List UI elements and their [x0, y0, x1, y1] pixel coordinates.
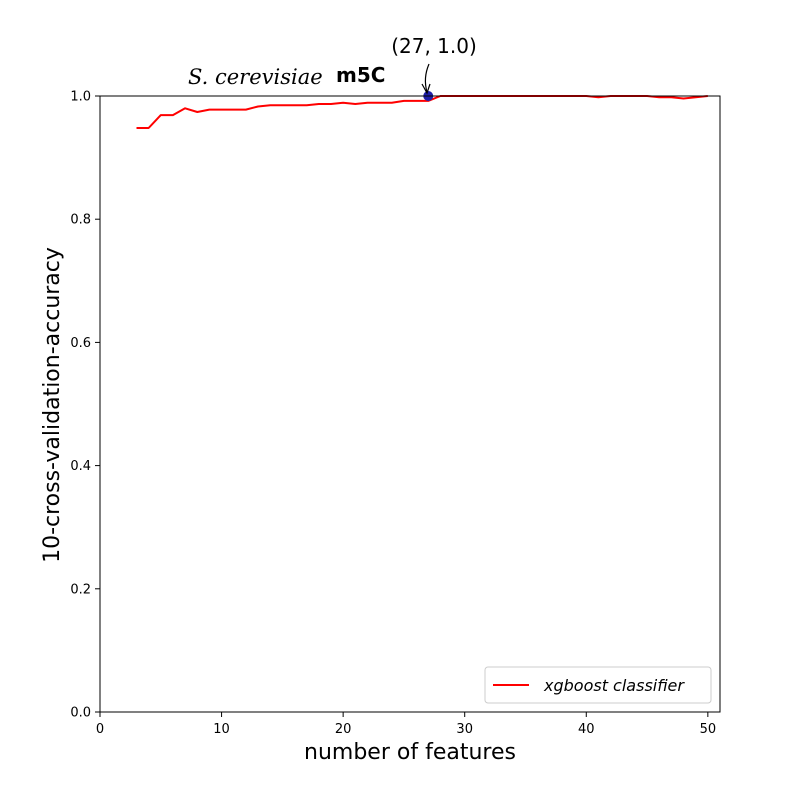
annotation-arrowhead: [421, 83, 431, 95]
y-tick-label: 0.8: [70, 213, 91, 228]
x-axis-label: number of features: [304, 740, 516, 765]
annotation-arrow: [424, 63, 430, 93]
legend: xgboost classifier: [484, 666, 712, 704]
chart-title-species: S. cerevisiae: [188, 65, 323, 89]
y-tick-label: 0.0: [70, 706, 91, 721]
chart-title-modification: m5C: [336, 63, 385, 87]
x-tick-label: 40: [578, 722, 595, 737]
y-tick-label: 0.4: [70, 459, 91, 474]
legend-label: xgboost classifier: [543, 676, 685, 695]
x-tick-label: 50: [700, 722, 717, 737]
x-tick-label: 20: [335, 722, 352, 737]
legend-box: [484, 666, 712, 704]
plot-area: 0 10 20 30 40 50 0.0 0.2 0.4 0.6 0.8 1.0: [70, 90, 721, 737]
y-tick-label: 1.0: [70, 90, 91, 105]
y-tick-label: 0.6: [70, 336, 91, 351]
x-tick-label: 30: [456, 722, 473, 737]
plot-frame: [99, 95, 721, 713]
best-point-annotation: (27, 1.0): [391, 34, 477, 58]
y-axis-label: 10-cross-validation-accuracy: [40, 247, 65, 563]
series-line-0: [136, 95, 708, 129]
x-tick-label: 10: [213, 722, 230, 737]
x-tick-label: 0: [96, 722, 104, 737]
y-tick-label: 0.2: [70, 582, 91, 597]
